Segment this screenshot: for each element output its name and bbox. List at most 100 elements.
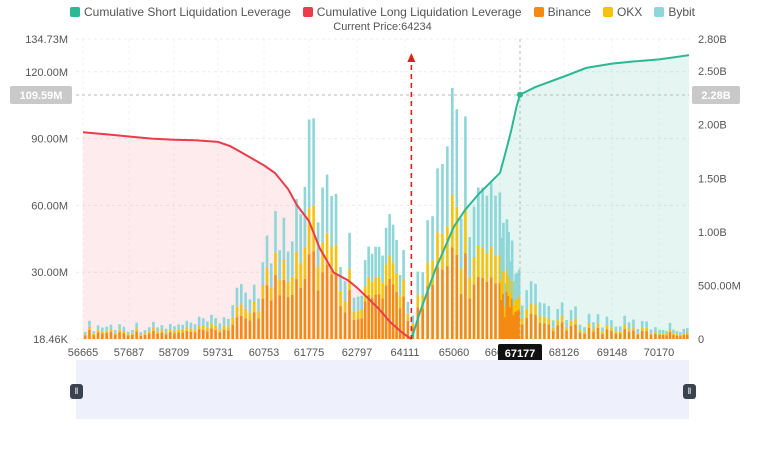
bar-bybit-11 [131,330,134,334]
bar-bybit-39 [248,299,252,313]
bar-bybit-4 [101,327,104,332]
bar-binance-85 [441,269,444,339]
bar-okx-114 [538,316,542,324]
bar-okx-0 [83,334,87,336]
bar-bybit-47 [282,217,286,259]
bar-binance-46 [278,295,281,339]
bar-bybit-34 [227,318,230,327]
zoom-slider-track[interactable] [76,360,689,419]
bar-bybit-41 [257,298,260,311]
bar-bybit-71 [381,255,384,283]
bar-okx-128 [601,331,604,334]
legend-swatch-binance [533,7,544,17]
bar-okx-124 [583,331,586,334]
bar-binance-80 [416,307,420,339]
bar-binance-131 [614,333,618,339]
bar-bybit-134 [627,322,631,329]
legend-label-long: Cumulative Long Liquidation Leverage [316,5,522,19]
bar-bybit-63 [352,297,356,312]
bar-binance-6 [109,331,113,339]
bar-okx-52 [303,247,307,279]
bar-bybit-119 [560,302,564,316]
bar-bybit-75 [395,240,398,273]
bar-bybit-73 [388,214,391,256]
bar-okx-41 [257,310,260,319]
bar-okx-123 [578,329,582,333]
bar-binance-133 [623,328,626,339]
bar-bybit-126 [592,322,595,329]
bar-binance-18 [160,332,164,339]
bar-okx-117 [551,327,555,331]
bar-okx-87 [451,194,454,248]
legend-label-okx: OKX [616,5,643,19]
bar-binance-146 [675,335,679,339]
bar-okx-72 [384,264,388,286]
bar-okx-18 [160,330,164,333]
bar-bybit-69 [374,246,377,277]
bar-bybit-147 [679,332,682,335]
legend-item-bybit[interactable]: Bybit [654,5,695,19]
plot-area[interactable]: 134.73M 120.00M 90.00M 60.00M 30.00M 18.46K 2.… [0,0,765,360]
bar-okx-14 [143,333,147,335]
bar-binance-94 [481,277,484,339]
bar-binance-128 [601,333,604,339]
right-tick-4: 1.00B [698,227,727,239]
bar-binance-121 [569,325,573,339]
legend-item-okx[interactable]: OKX [602,5,643,19]
bar-okx-45 [274,252,277,275]
bar-bybit-74 [391,224,395,263]
bar-bybit-103 [507,231,510,277]
current-price-label: Current Price:64234 [333,21,432,33]
bar-okx-53 [307,208,311,255]
bar-bybit-104 [509,261,512,294]
bar-okx-109 [517,296,521,310]
bar-bybit-140 [654,327,657,332]
bar-binance-45 [274,274,277,339]
bar-okx-82 [426,262,429,286]
bar-okx-101 [503,306,507,318]
bar-okx-145 [672,333,675,336]
bar-binance-76 [398,308,402,339]
x-tick-1: 57687 [114,347,145,359]
legend-item-short[interactable]: Cumulative Short Liquidation Leverage [69,5,291,19]
x-tick-7: 64111 [391,347,420,359]
bar-bybit-101 [503,283,507,307]
zoom-handle-right[interactable]: ‖ [683,384,696,399]
bar-okx-119 [560,315,564,323]
bar-binance-100 [502,293,505,339]
bar-binance-78 [406,320,410,339]
bar-binance-147 [679,336,682,339]
bar-binance-115 [543,323,546,339]
bar-binance-138 [645,331,648,339]
bar-bybit-84 [436,168,439,233]
bar-bybit-90 [464,116,467,208]
legend-item-long[interactable]: Cumulative Long Liquidation Leverage [302,5,522,19]
bar-binance-148 [682,334,686,339]
bar-binance-145 [672,335,675,339]
bar-bybit-50 [295,199,298,252]
bar-okx-147 [679,334,682,337]
bar-okx-43 [265,266,269,286]
legend-label-bybit: Bybit [668,5,695,19]
bar-bybit-124 [583,327,586,332]
bar-okx-92 [472,256,476,285]
bar-okx-125 [587,323,591,328]
bar-bybit-32 [218,323,222,330]
bar-binance-51 [299,287,303,339]
bar-binance-62 [348,290,351,339]
bar-okx-57 [325,232,329,265]
legend-item-binance[interactable]: Binance [533,5,591,19]
bar-bybit-27 [197,316,201,326]
bar-okx-21 [173,330,176,334]
x-tick-4: 60753 [249,347,280,359]
bar-bybit-88 [455,109,459,207]
zoom-handle-left[interactable]: ‖ [70,384,83,399]
x-tick-8: 65060 [439,347,470,359]
bar-bybit-28 [201,318,205,327]
bar-bybit-116 [547,306,551,319]
bar-okx-78 [406,313,410,321]
bar-bybit-143 [665,331,668,335]
bar-okx-106 [512,304,516,316]
bar-okx-80 [416,294,420,308]
bar-binance-143 [665,335,668,339]
